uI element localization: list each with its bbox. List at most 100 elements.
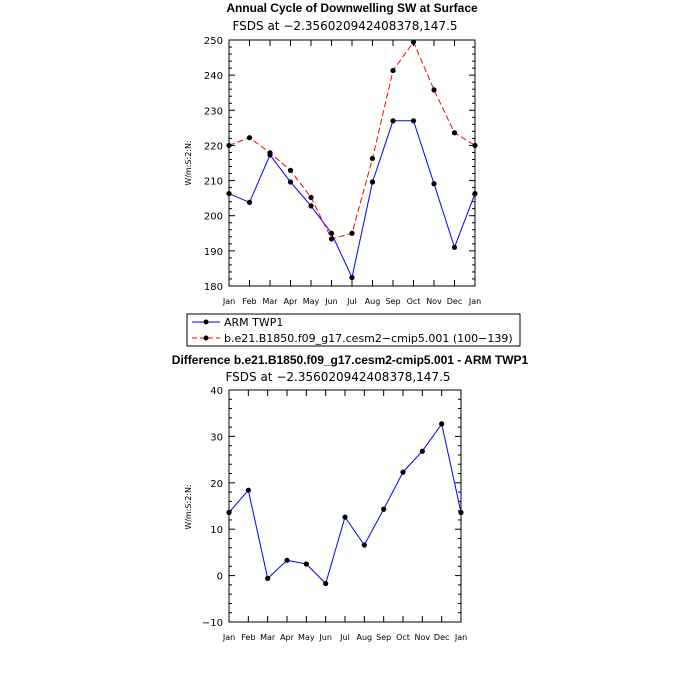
x-tick-label: Jan [468,297,481,306]
x-tick-labels: Jan Feb Mar Apr May Jun Jul Aug Sep Oct Nov Dec Jan [222,633,467,642]
y-tick-labels: 180 190 200 210 220 230 240 250 [204,36,223,293]
x-tick-label: Dec [434,633,449,642]
series-layer [226,421,464,587]
x-tick-label: Oct [396,633,410,642]
legend-marker-arm [203,319,209,325]
y-tick-label: 30 [210,432,223,443]
y-tick-label: 230 [204,106,223,117]
chart-annual-cycle: Annual Cycle of Downwelling SW at Surfac… [184,1,481,306]
x-tick-label: Aug [357,633,373,642]
y-tick-label: 10 [210,525,223,536]
x-tick-label: Dec [447,297,462,306]
x-tick-label: Jan [222,297,235,306]
x-tick-label: May [298,633,315,642]
data-point [303,561,309,567]
data-point [323,580,329,587]
data-point [284,557,290,563]
data-point [361,542,367,548]
x-tick-label: Jul [339,633,350,642]
data-point [246,135,253,141]
chart-title: Difference b.e21.B1850.f09_g17.cesm2-cmi… [172,353,529,367]
data-point [390,118,396,124]
data-point [267,150,273,156]
y-axis-label: W/m:S:2:N: [184,140,193,185]
data-point [369,155,376,162]
data-point [431,87,437,93]
data-point [265,575,271,581]
data-point [287,167,294,173]
y-tick-label: 250 [204,36,223,47]
data-point [431,181,437,187]
data-point [328,236,335,242]
x-tick-label: Apr [284,297,299,306]
data-point [410,118,417,124]
x-tick-label: Mar [262,297,278,306]
data-point [439,421,445,427]
series-line-0 [228,120,476,280]
y-tick-labels: −10 0 10 20 30 40 [202,386,223,629]
x-tick-label: Jan [222,633,235,642]
y-tick-label: 190 [204,247,223,258]
chart-difference: Difference b.e21.B1850.f09_g17.cesm2-cmi… [172,353,529,642]
x-tick-label: Oct [407,297,421,306]
data-point [369,179,376,185]
chart-title: Annual Cycle of Downwelling SW at Surfac… [226,1,478,15]
plot-frame [228,389,462,623]
data-point [400,469,406,475]
chart-subtitle: FSDS at −2.356020942408378,147.5 [225,370,450,384]
legend-box [186,313,521,347]
data-point [245,487,251,493]
y-tick-label: 220 [204,141,223,152]
y-tick-label: 210 [204,177,223,188]
x-tick-label: Nov [415,633,431,642]
legend: ARM TWP1 b.e21.B1850.f09_g17.cesm2−cmip5… [186,313,521,347]
legend-label-model: b.e21.B1850.f09_g17.cesm2−cmip5.001 (100… [224,332,513,345]
x-tick-label: Apr [280,633,295,642]
legend-label-arm: ARM TWP1 [224,316,283,329]
y-tick-label: 40 [210,386,223,397]
data-point [419,448,425,454]
data-point [451,244,458,250]
x-tick-label: Jun [324,297,338,306]
data-point [349,274,355,281]
legend-marker-model [203,335,209,341]
chart-subtitle: FSDS at −2.356020942408378,147.5 [232,19,457,33]
y-tick-label: 20 [210,479,223,490]
x-tick-labels: Jan Feb Mar Apr May Jun Jul Aug Sep Oct Nov Dec Jan [222,297,481,306]
data-point [308,194,314,201]
series-line-0 [228,422,462,585]
plot-frame [228,39,476,287]
y-tick-label: −10 [202,618,223,629]
x-tick-label: Nov [426,297,442,306]
data-point [381,506,387,512]
y-tick-label: 200 [204,212,223,223]
data-point [308,203,314,209]
x-tick-label: Sep [376,633,391,642]
data-point [342,514,348,520]
x-tick-label: Jun [318,633,332,642]
y-tick-label: 0 [217,572,223,583]
data-point [451,130,458,136]
x-tick-label: Jan [454,633,467,642]
y-tick-label: 180 [204,282,223,293]
data-point [410,39,417,45]
x-tick-label: Feb [241,633,255,642]
x-tick-label: Sep [385,297,400,306]
x-tick-label: Mar [260,633,276,642]
series-layer [226,39,478,281]
x-tick-label: Feb [242,297,256,306]
data-point [349,230,355,236]
x-tick-label: Aug [365,297,381,306]
data-point [287,179,294,185]
tick-marks [228,39,476,287]
tick-marks [228,389,462,623]
data-point [328,230,335,236]
y-tick-label: 240 [204,71,223,82]
data-point [390,67,396,74]
y-axis-label: W/m:S:2:N: [184,484,193,529]
series-line-1 [228,41,476,240]
x-tick-label: Jul [346,297,357,306]
data-point [246,199,253,205]
x-tick-label: May [303,297,320,306]
